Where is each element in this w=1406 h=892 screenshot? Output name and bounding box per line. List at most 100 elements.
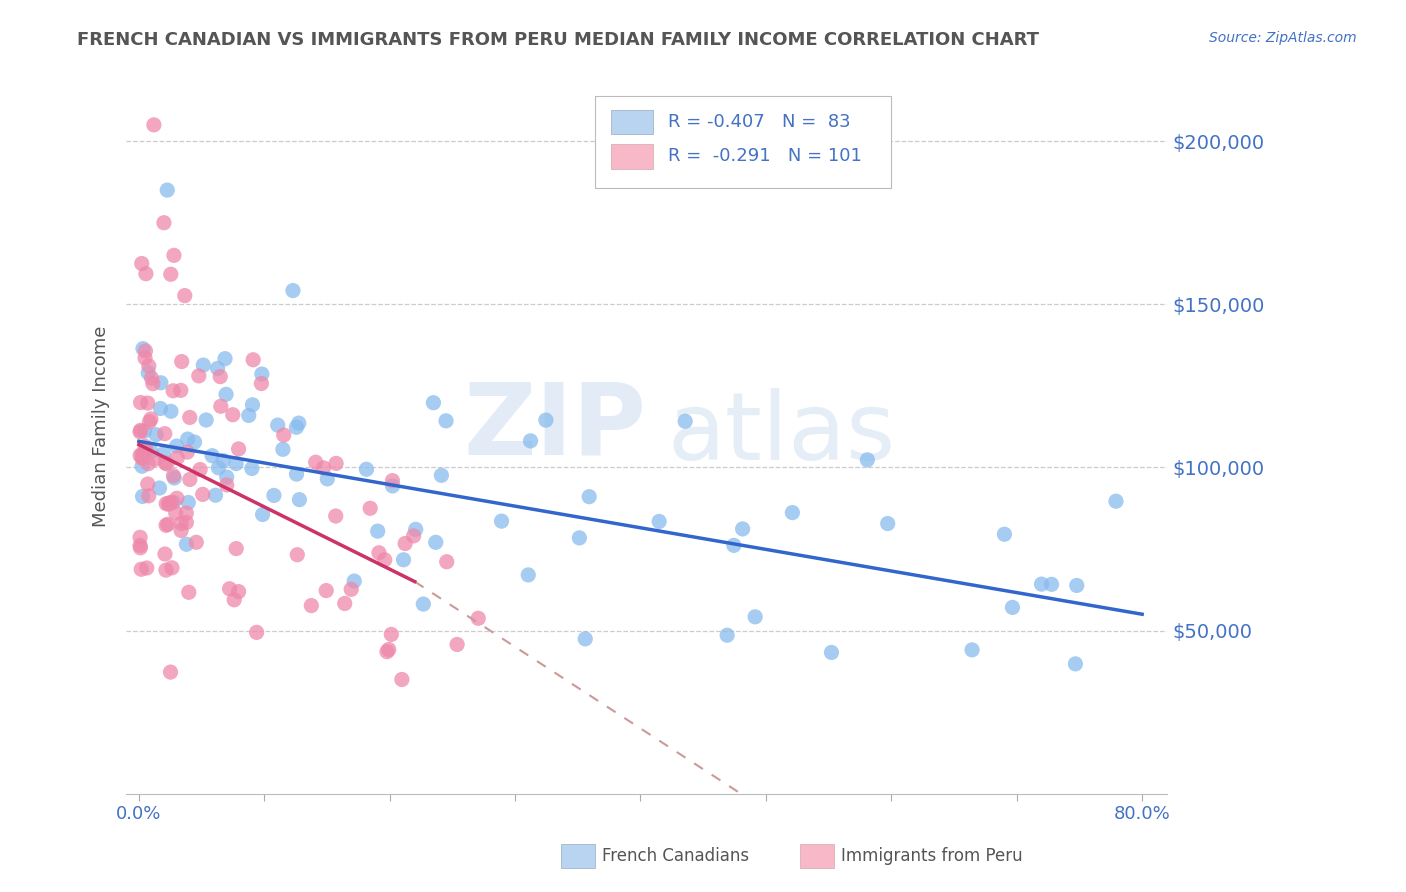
Point: [129, 395, 152, 409]
Point: [820, 645, 842, 659]
Point: [215, 478, 238, 492]
Point: [139, 444, 162, 458]
Point: [163, 248, 186, 262]
Point: [673, 414, 696, 428]
Point: [285, 467, 308, 482]
Point: [176, 432, 198, 446]
Point: [159, 665, 181, 679]
Point: [218, 582, 240, 596]
Point: [238, 409, 260, 423]
Point: [723, 538, 745, 552]
Point: [129, 541, 152, 555]
Point: [876, 516, 898, 531]
Point: [380, 627, 402, 641]
Point: [131, 447, 153, 461]
Point: [157, 497, 180, 511]
Point: [240, 461, 263, 475]
Point: [176, 537, 198, 551]
Point: [149, 401, 172, 416]
Point: [131, 490, 153, 504]
Point: [135, 443, 157, 458]
Point: [212, 453, 235, 467]
Point: [156, 517, 179, 532]
Point: [1040, 577, 1063, 591]
Point: [263, 488, 285, 502]
Point: [176, 445, 198, 459]
Point: [325, 457, 347, 471]
Point: [1066, 578, 1088, 592]
Point: [155, 518, 177, 533]
Point: [375, 645, 398, 659]
Point: [132, 448, 155, 462]
Point: [377, 642, 399, 657]
Point: [425, 535, 447, 549]
Point: [131, 451, 153, 466]
Point: [136, 396, 159, 410]
Text: R = -0.407   N =  83: R = -0.407 N = 83: [668, 113, 851, 131]
Point: [142, 376, 165, 391]
FancyBboxPatch shape: [612, 110, 652, 135]
Point: [134, 424, 156, 438]
Point: [224, 592, 246, 607]
Point: [381, 479, 404, 493]
Point: [162, 495, 184, 509]
Point: [250, 376, 273, 391]
Point: [731, 522, 754, 536]
Point: [163, 471, 186, 485]
Point: [312, 461, 335, 475]
Point: [316, 472, 339, 486]
Point: [204, 488, 226, 502]
Point: [129, 449, 152, 463]
Point: [207, 460, 229, 475]
Point: [142, 118, 165, 132]
Point: [287, 416, 309, 430]
Point: [143, 452, 166, 467]
Point: [517, 568, 540, 582]
Point: [394, 536, 416, 550]
Point: [138, 489, 160, 503]
Point: [250, 367, 273, 381]
Point: [782, 506, 804, 520]
Point: [129, 425, 152, 439]
Point: [405, 522, 427, 536]
Point: [166, 439, 188, 453]
Point: [315, 583, 337, 598]
Point: [187, 368, 209, 383]
Point: [993, 527, 1015, 541]
Point: [285, 420, 308, 434]
Point: [225, 541, 247, 556]
Point: [412, 597, 434, 611]
Point: [183, 435, 205, 450]
Point: [139, 412, 162, 426]
Point: [153, 547, 176, 561]
Point: [305, 455, 328, 469]
Point: [170, 384, 193, 398]
Point: [160, 495, 183, 509]
Point: [242, 352, 264, 367]
Point: [201, 449, 224, 463]
Point: [177, 495, 200, 509]
Point: [436, 555, 458, 569]
Point: [155, 497, 177, 511]
Point: [288, 492, 311, 507]
Point: [392, 553, 415, 567]
Point: [159, 267, 181, 281]
Point: [136, 457, 159, 471]
Point: [149, 376, 172, 390]
Point: [215, 387, 238, 401]
Point: [155, 456, 177, 470]
Point: [138, 359, 160, 373]
Point: [179, 472, 201, 486]
Text: French Canadians: French Canadians: [602, 847, 749, 865]
Point: [136, 366, 159, 380]
Point: [153, 216, 176, 230]
Point: [132, 342, 155, 356]
Point: [222, 408, 245, 422]
Point: [129, 423, 152, 437]
Point: [155, 563, 177, 577]
Y-axis label: Median Family Income: Median Family Income: [93, 326, 110, 527]
Text: atlas: atlas: [668, 388, 896, 480]
Point: [134, 439, 156, 453]
Point: [242, 398, 264, 412]
Point: [1031, 577, 1053, 591]
